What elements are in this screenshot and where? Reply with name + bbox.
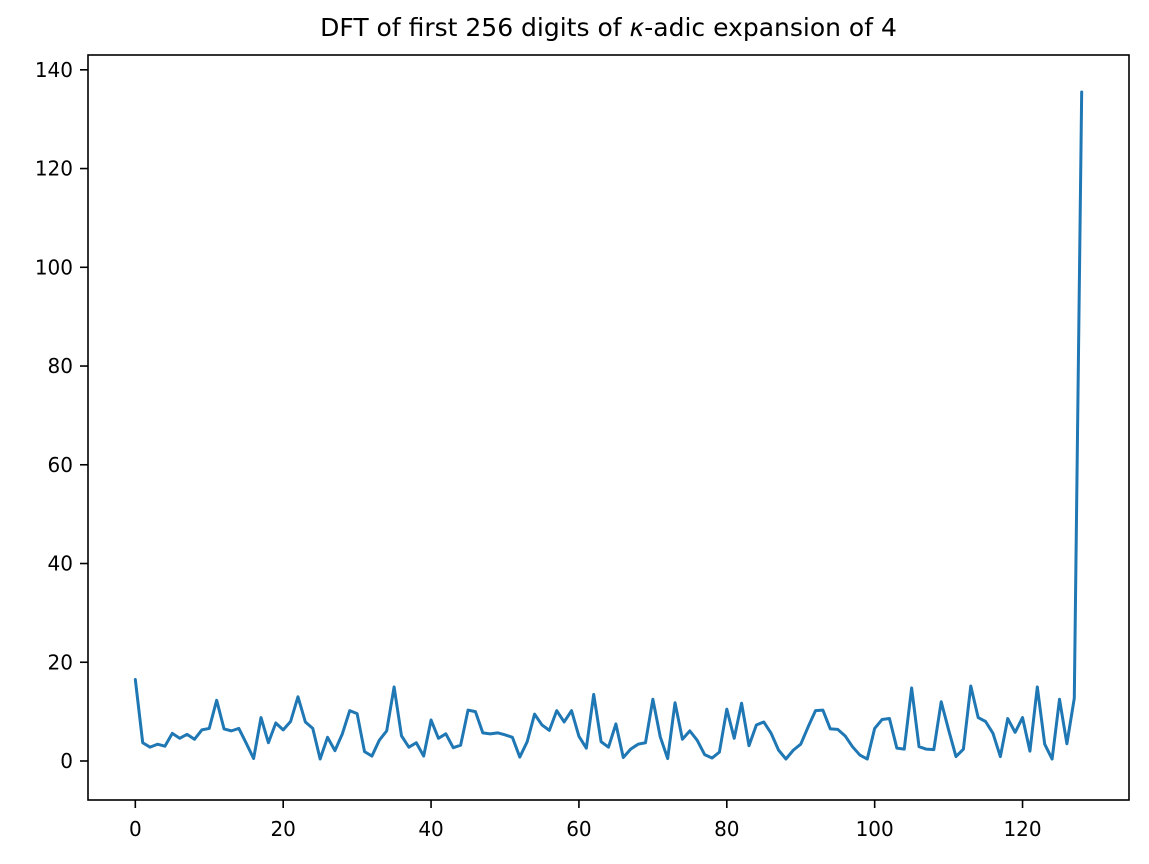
x-axis-tick-label: 0: [129, 817, 142, 841]
chart-title-suffix: -adic expansion of 4: [644, 13, 897, 42]
chart-title: DFT of first 256 digits of κ-adic expans…: [88, 13, 1129, 42]
y-axis-tick-label: 140: [35, 58, 73, 82]
y-axis-tick-label: 20: [48, 650, 73, 674]
x-axis-tick-label: 80: [714, 817, 739, 841]
axes-border: [87, 54, 1130, 801]
chart-title-prefix: DFT of first 256 digits of: [320, 13, 630, 42]
x-axis-tick-label: 20: [270, 817, 295, 841]
data-line: [133, 90, 1084, 761]
y-axis-tick-label: 120: [35, 157, 73, 181]
x-axis-tick-label: 40: [418, 817, 443, 841]
chart-title-kappa: κ: [629, 13, 645, 42]
y-axis-tick-label: 40: [48, 552, 73, 576]
x-axis-tick-label: 120: [1003, 817, 1041, 841]
y-axis-tick-label: 100: [35, 255, 73, 279]
y-axis-tick-label: 0: [60, 749, 73, 773]
y-axis-tick-label: 60: [48, 453, 73, 477]
y-axis-tick-label: 80: [48, 354, 73, 378]
x-axis-tick-label: 60: [566, 817, 591, 841]
x-axis-tick-label: 100: [856, 817, 894, 841]
